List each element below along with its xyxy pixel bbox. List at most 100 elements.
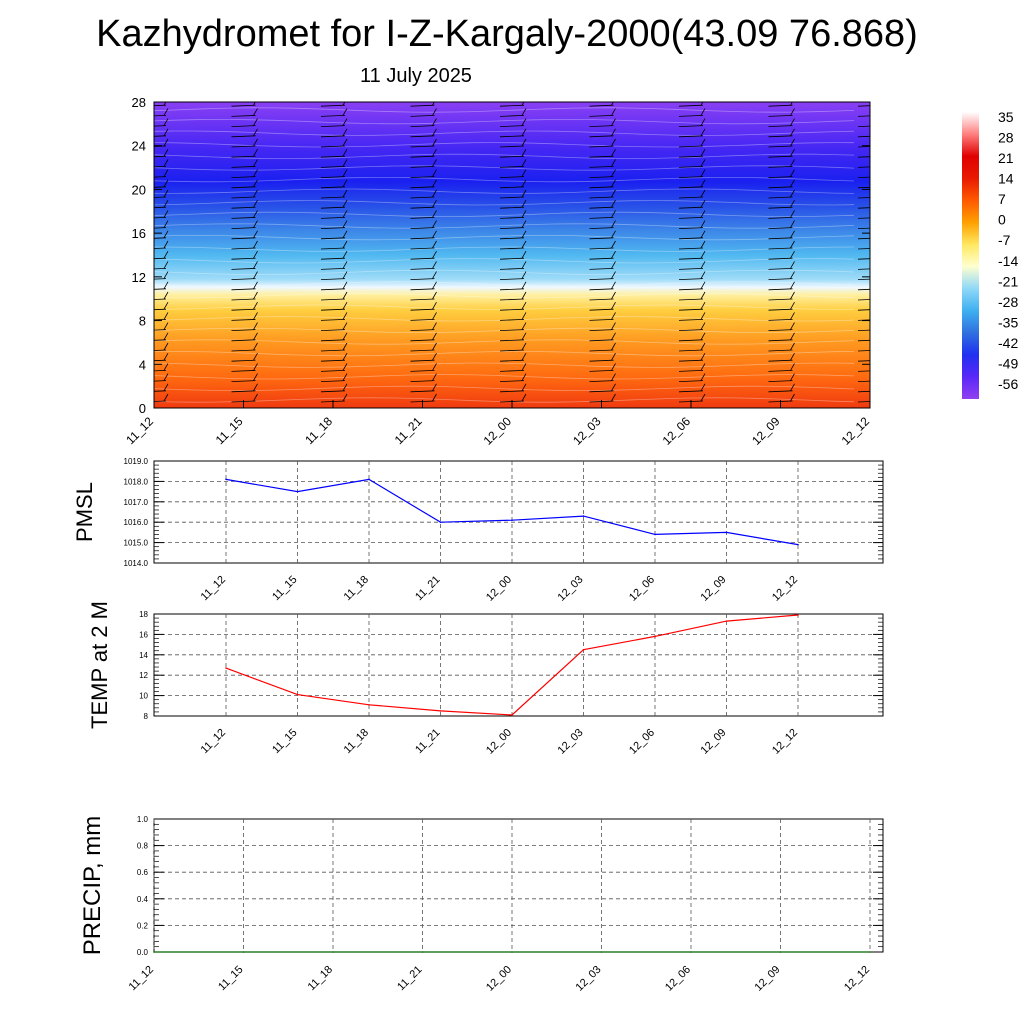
wind-barb bbox=[231, 251, 258, 260]
barb-flag bbox=[253, 118, 258, 126]
wind-barb bbox=[768, 102, 793, 107]
wind-barb bbox=[320, 302, 348, 311]
barb-staff bbox=[857, 237, 870, 240]
data-point bbox=[511, 519, 513, 521]
wind-barb bbox=[678, 261, 706, 270]
barb-flag bbox=[880, 170, 884, 177]
wind-barb bbox=[320, 118, 348, 127]
barb-flag bbox=[432, 102, 435, 106]
wind-barb bbox=[410, 353, 437, 362]
contour-lines bbox=[154, 107, 855, 403]
barb-staff bbox=[499, 339, 525, 342]
barb-flag bbox=[342, 189, 348, 198]
isoline bbox=[154, 385, 855, 392]
barb-staff bbox=[499, 125, 525, 127]
wind-barb bbox=[499, 108, 527, 117]
barb-flag bbox=[700, 342, 706, 351]
barb-staff bbox=[589, 390, 614, 393]
barb-staff bbox=[154, 339, 167, 341]
wind-barb bbox=[857, 135, 870, 138]
wind-barb bbox=[678, 169, 706, 178]
barb-staff bbox=[154, 217, 167, 219]
barb-flag bbox=[611, 138, 616, 147]
wind-barb bbox=[499, 353, 527, 362]
wind-barb bbox=[320, 189, 348, 199]
barb-staff bbox=[410, 329, 435, 331]
wind-barb bbox=[857, 370, 870, 372]
barb-flag bbox=[521, 312, 527, 320]
barb-staff bbox=[678, 288, 704, 291]
barb-staff bbox=[589, 319, 614, 321]
barb-staff bbox=[678, 329, 704, 331]
colorbar-label: 0 bbox=[998, 212, 1006, 228]
barb-staff bbox=[154, 308, 167, 311]
isoline bbox=[154, 234, 855, 241]
barb-staff bbox=[857, 258, 870, 260]
wind-barb bbox=[589, 102, 614, 107]
barb-staff bbox=[231, 176, 256, 178]
barb-staff bbox=[678, 390, 704, 393]
barb-staff bbox=[678, 359, 704, 362]
barb-flag bbox=[700, 302, 706, 310]
barb-staff bbox=[320, 155, 346, 158]
wind-barb bbox=[678, 210, 706, 219]
barb-staff bbox=[857, 288, 870, 291]
barb-flag bbox=[521, 108, 527, 116]
wind-barb bbox=[320, 271, 348, 280]
wind-barb bbox=[768, 261, 795, 270]
wind-barb bbox=[589, 291, 616, 301]
barb-staff bbox=[768, 308, 793, 311]
barb-staff bbox=[154, 359, 167, 362]
barb-flag bbox=[611, 179, 616, 187]
wind-barb bbox=[410, 373, 437, 382]
barb-staff bbox=[589, 359, 614, 362]
wind-barb bbox=[857, 268, 870, 270]
wind-barb bbox=[768, 251, 795, 260]
data-point bbox=[332, 951, 334, 953]
wind-barb bbox=[857, 237, 870, 240]
wind-barb bbox=[589, 230, 616, 240]
barb-flag bbox=[342, 332, 348, 340]
data-point bbox=[439, 710, 442, 712]
wind-barb bbox=[857, 401, 870, 403]
barb-staff bbox=[499, 155, 525, 158]
colorbar-label: 7 bbox=[998, 191, 1006, 207]
barb-flag bbox=[521, 220, 527, 228]
wind-barb bbox=[589, 261, 616, 270]
barb-flag bbox=[790, 159, 795, 167]
wind-barb bbox=[320, 373, 348, 382]
barb-staff bbox=[499, 206, 525, 209]
barb-staff bbox=[768, 380, 793, 382]
barb-staff bbox=[231, 308, 256, 311]
barb-staff bbox=[857, 299, 870, 301]
barb-staff bbox=[410, 186, 435, 189]
barb-flag bbox=[521, 118, 527, 126]
isoline bbox=[154, 281, 855, 287]
barb-staff bbox=[589, 237, 614, 240]
wind-barb bbox=[154, 342, 169, 351]
barb-flag bbox=[700, 240, 706, 249]
barb-flag bbox=[521, 138, 527, 147]
barb-staff bbox=[768, 104, 793, 107]
wind-barb bbox=[678, 108, 706, 117]
barb-staff bbox=[499, 145, 525, 148]
barb-staff bbox=[320, 380, 346, 382]
barb-staff bbox=[154, 176, 167, 178]
barb-flag bbox=[342, 322, 348, 330]
x-tick-label: 12_03 bbox=[556, 574, 586, 604]
wind-barb bbox=[678, 251, 706, 260]
barb-staff bbox=[320, 115, 346, 117]
wind-barb bbox=[231, 108, 258, 117]
barb-staff bbox=[320, 349, 346, 352]
barb-flag bbox=[521, 383, 527, 391]
barb-staff bbox=[857, 176, 870, 178]
wind-barb bbox=[231, 210, 258, 219]
barb-flag bbox=[700, 291, 706, 300]
x-tick-label: 11_15 bbox=[270, 727, 300, 757]
barb-flag bbox=[163, 220, 169, 228]
barb-flag bbox=[342, 159, 348, 167]
barb-staff bbox=[154, 115, 167, 117]
wind-barb bbox=[231, 322, 258, 331]
wind-barb bbox=[589, 353, 616, 362]
barb-flag bbox=[611, 169, 616, 177]
